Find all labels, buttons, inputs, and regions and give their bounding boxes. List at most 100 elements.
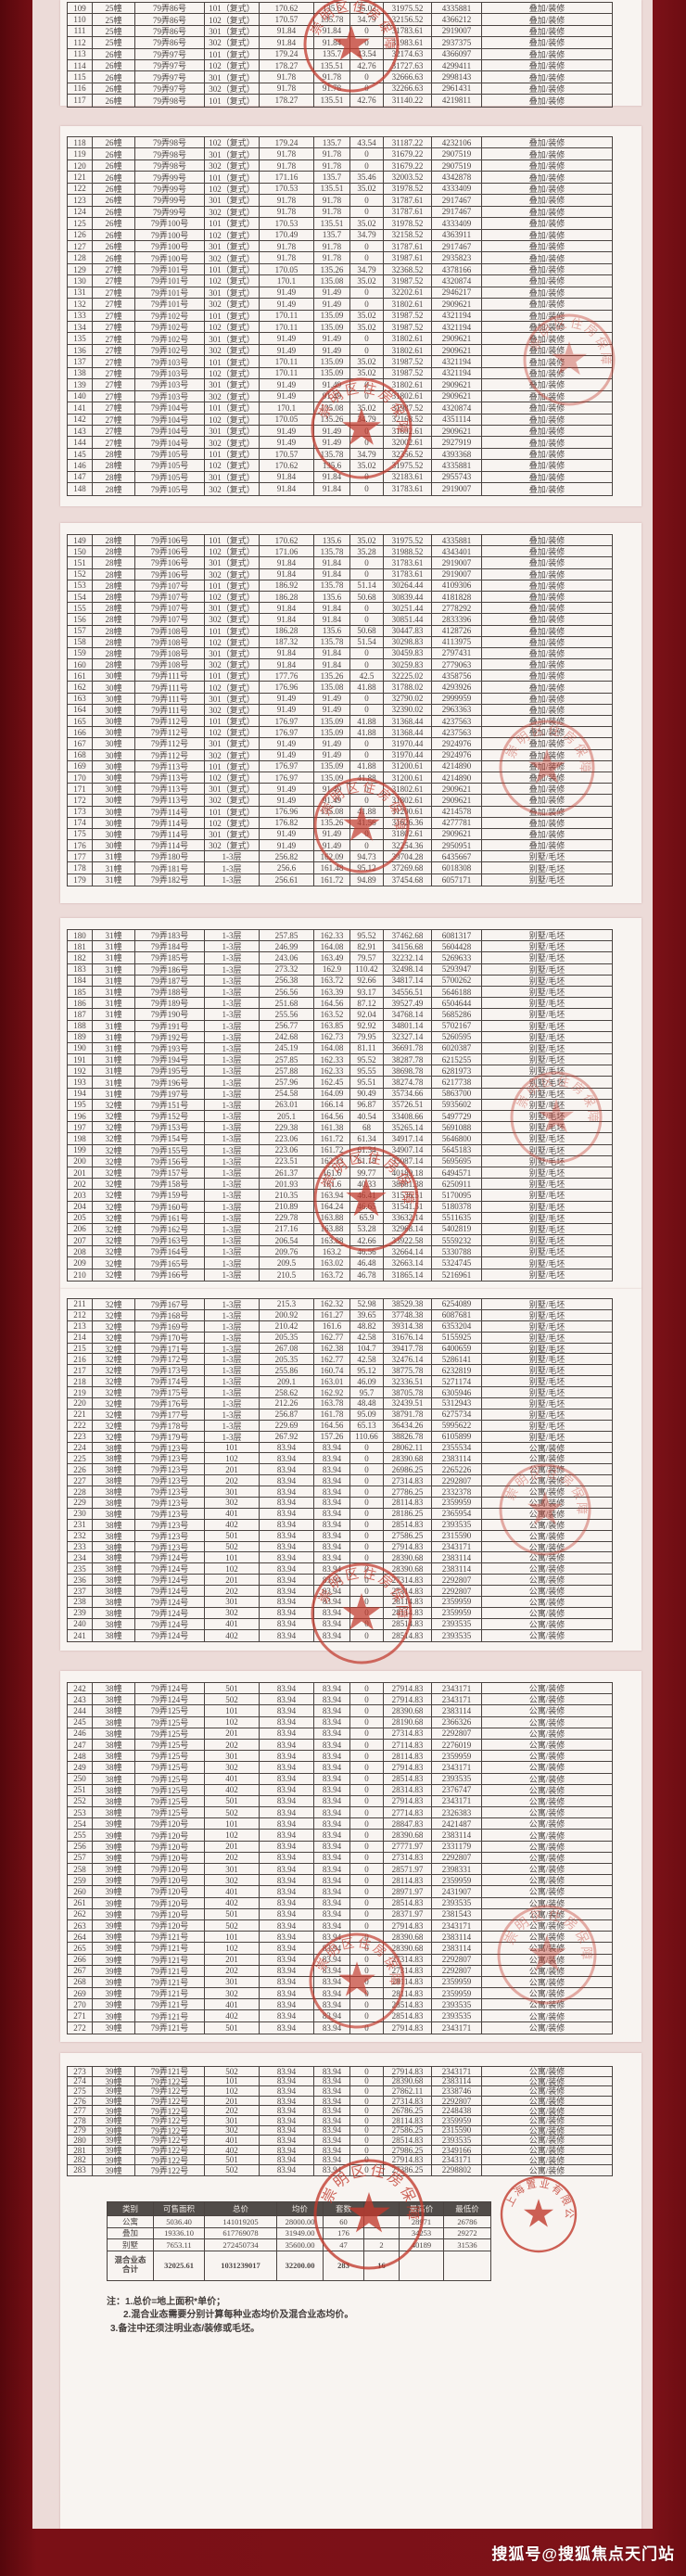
cell: 83.94	[314, 1999, 350, 2010]
cell: 26幢	[93, 83, 135, 95]
cell: 79弄122号	[135, 2076, 205, 2086]
cell: 32幢	[93, 1309, 135, 1320]
cell: 79弄123号	[135, 1453, 205, 1464]
cell: 5604428	[432, 941, 482, 952]
cell: 0	[350, 557, 384, 568]
cell: 34.79	[350, 14, 384, 25]
cell: 79弄156号	[135, 1155, 205, 1167]
cell: 31970.44	[384, 738, 432, 749]
cell: 叠加/装修	[528, 615, 565, 625]
cell: 201	[205, 1575, 260, 1586]
cell: 32幢	[93, 1111, 135, 1122]
cell: 34156.68	[384, 941, 432, 952]
cell: 176.97	[260, 716, 314, 727]
cell: 164.09	[314, 1088, 350, 1099]
cell: 210.42	[260, 1320, 314, 1332]
cell: 2338746	[432, 2086, 482, 2096]
cell: 176.96	[260, 682, 314, 693]
cell: 0	[350, 1683, 384, 1694]
cell: 136	[68, 344, 93, 356]
cell: 32666.63	[384, 71, 432, 83]
cell: 35087.14	[384, 1155, 432, 1167]
table-row: 119 26幢 79弄98号 301（复式） 91.78 91.78 0 31679.22 29…	[68, 148, 612, 160]
cell: 2917467	[432, 195, 482, 206]
cell: 171.16	[260, 172, 314, 183]
cell: 28幢	[93, 546, 135, 557]
cell: 201	[205, 1728, 260, 1739]
cell: 27314.83	[384, 2096, 432, 2106]
cell: 1-3层	[205, 1332, 260, 1343]
cell: 273	[68, 2067, 93, 2076]
cell: 27914.83	[384, 1541, 432, 1552]
cell: 79弄120号	[135, 1818, 205, 1830]
cell: 79弄120号	[135, 1897, 205, 1908]
cell: 79弄166号	[135, 1269, 205, 1281]
cell: 83.94	[260, 1943, 314, 1954]
table-row: 174 30幢 79弄114号 102（复式） 176.82 135.26 41.56 316…	[68, 817, 612, 829]
cell: 5330788	[432, 1246, 482, 1257]
cell: 2383114	[432, 2076, 482, 2086]
cell: 91.78	[314, 159, 350, 172]
cell: 2950951	[432, 840, 482, 851]
cell: 83.94	[260, 1773, 314, 1784]
cell: 28390.68	[384, 1705, 432, 1716]
table-row: 144 27幢 79弄104号 302（复式） 91.49 91.49 0 32002.61 2…	[68, 437, 612, 449]
cell: 135.6	[314, 591, 350, 603]
table-row: 115 26幢 79弄97号 301（复式） 91.78 91.78 0 32666.63 29…	[68, 71, 612, 83]
table-row: 260 39幢 79弄120号 401 83.94 83.94 0 28971.97 24319…	[68, 1886, 612, 1898]
cell: 135.6	[314, 460, 350, 471]
cell: 0	[350, 1629, 384, 1641]
cell: 31幢	[93, 851, 135, 862]
cell: 170.11	[260, 356, 314, 367]
cell: 31802.61	[384, 390, 432, 402]
cell: 31140.22	[384, 95, 432, 107]
cell: 81.11	[350, 1042, 384, 1054]
cell: 28514.83	[384, 2010, 432, 2021]
cell: 402	[205, 1629, 260, 1641]
table-row: 176 30幢 79弄114号 302（复式） 91.49 91.49 0 32254.36 2…	[68, 840, 612, 852]
cell: 83.94	[314, 1795, 350, 1807]
cell: 28514.83	[384, 1773, 432, 1784]
table-row: 236 38幢 79弄124号 201 83.94 83.94 0 27314.83 22928…	[68, 1575, 612, 1587]
table-row: 109 25幢 79弄86号 101（复式） 170.62 135.6 35.02 31975…	[68, 3, 612, 15]
cell: 28幢	[93, 535, 135, 546]
cell: 83.94	[314, 1908, 350, 1919]
cell: 26幢	[93, 195, 135, 206]
price-table: 149 28幢 79弄106号 101（复式） 170.62 135.6 35.02 3197…	[67, 534, 613, 886]
cell: 263.01	[260, 1099, 314, 1110]
cell: 83.94	[314, 2125, 350, 2136]
cell: 别墅/毛坯	[528, 1100, 565, 1110]
cell: 134	[68, 322, 93, 333]
cell: 79弄189号	[135, 998, 205, 1009]
cell: 30幢	[93, 682, 135, 693]
cell: 116	[68, 83, 93, 95]
cell: 79弄86号	[135, 25, 205, 37]
cell: 83.94	[314, 1897, 350, 1908]
cell: 4320874	[432, 275, 482, 287]
cell: 83.94	[314, 1508, 350, 1519]
cell: 1-3层	[205, 1212, 260, 1223]
cell: 6254089	[432, 1299, 482, 1309]
table-row: 146 28幢 79弄105号 102（复式） 170.62 135.6 35.02 3197…	[68, 460, 612, 472]
cell: 95.55	[350, 1065, 384, 1077]
cell: 502	[205, 2164, 260, 2175]
cell: 135.09	[314, 727, 350, 738]
cell: 162.77	[314, 1332, 350, 1343]
cell: 0	[350, 1464, 384, 1475]
cell: 402	[205, 1897, 260, 1908]
cell: 198	[68, 1133, 93, 1144]
cell: 公寓/装修	[528, 1909, 565, 1919]
cell: 公寓/装修	[528, 2125, 565, 2136]
cell: 26幢	[93, 252, 135, 263]
cell: 26幢	[93, 137, 135, 148]
cell: 79弄187号	[135, 975, 205, 986]
cell: 46.78	[350, 1269, 384, 1281]
cell: 114	[68, 59, 93, 71]
cell: 174	[68, 817, 93, 828]
cell: 1-3层	[205, 1009, 260, 1020]
cell: 101（复式）	[205, 625, 260, 636]
cell: 79弄122号	[135, 2086, 205, 2096]
cell: 6305946	[432, 1387, 482, 1398]
cell: 2919007	[432, 25, 482, 37]
cell: 83.94	[260, 1694, 314, 1705]
